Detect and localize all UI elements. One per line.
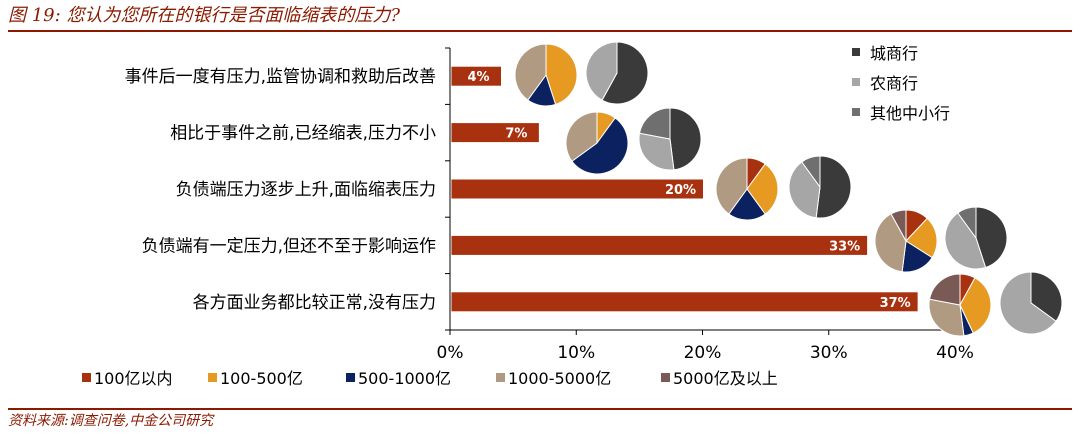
type-pie-slice: [801, 155, 821, 189]
legend-label: 其他中小行: [870, 104, 950, 123]
data-label: 33%: [829, 239, 860, 254]
category-label: 相比于事件之前,已经缩表,压力不小: [170, 124, 436, 144]
legend-label: 1000-5000亿: [508, 369, 611, 388]
category-label: 负债端压力逐步上升,面临缩表压力: [176, 180, 436, 200]
size-pie-slice: [959, 277, 992, 334]
type-pie-slice: [999, 271, 1057, 335]
x-tick-label: 10%: [557, 343, 595, 363]
size-pie-slice: [715, 157, 748, 215]
size-pie-slice: [928, 273, 961, 306]
legend-label: 城商行: [870, 44, 918, 63]
legend-swatch: [82, 373, 91, 382]
x-tick-label: 40%: [936, 343, 974, 363]
data-label: 20%: [665, 183, 696, 198]
x-tick-label: 30%: [810, 343, 848, 363]
legend-label: 农商行: [870, 74, 918, 93]
x-tick-label: 0%: [437, 343, 464, 363]
category-label: 事件后一度有压力,监管协调和救助后改善: [125, 67, 436, 87]
legend-label: 100-500亿: [220, 369, 303, 388]
size-pie-slice: [890, 209, 907, 242]
data-label: 4%: [467, 70, 489, 85]
legend-swatch: [852, 108, 860, 116]
type-pie-slice: [601, 41, 649, 105]
size-pie-slice: [571, 117, 629, 175]
legend-swatch: [852, 48, 860, 56]
size-pie-slice: [514, 43, 547, 101]
data-label: 7%: [505, 127, 527, 142]
legend-label: 5000亿及以上: [673, 369, 778, 388]
category-label: 负债端有一定压力,但还不至于影响运作: [142, 236, 436, 256]
size-pie-slice: [545, 43, 578, 106]
size-pie-slice: [928, 298, 965, 337]
type-pie-slice: [944, 212, 987, 270]
legend-swatch: [496, 373, 505, 382]
x-tick-label: 20%: [684, 343, 722, 363]
type-pie-slice: [1030, 271, 1063, 322]
type-pie-slice: [585, 41, 618, 101]
type-pie-slice: [638, 132, 675, 171]
type-pie-slice: [815, 155, 852, 219]
figure-source: 资料来源:调查问卷,中金公司研究: [8, 408, 1072, 432]
size-pie-slice: [565, 111, 598, 162]
size-pie-slice: [905, 217, 938, 259]
legend-swatch: [346, 373, 355, 382]
legend-swatch: [208, 373, 217, 382]
data-label: 37%: [880, 296, 911, 311]
bar: [450, 65, 502, 87]
legend-swatch: [852, 78, 860, 86]
category-label: 各方面业务都比较正常,没有压力: [193, 293, 436, 313]
bar: [450, 178, 704, 200]
figure-title: 图 19: 您认为您所在的银行是否面临缩表的压力?: [8, 4, 1072, 32]
size-pie-slice: [874, 213, 907, 273]
size-pie-slice: [746, 163, 779, 215]
legend-label: 100亿以内: [94, 369, 173, 388]
legend-label: 500-1000亿: [358, 369, 451, 388]
size-pie-slice: [728, 188, 766, 221]
bar: [450, 291, 919, 313]
type-pie-slice: [957, 206, 977, 240]
bar: [450, 234, 869, 256]
type-pie-slice: [669, 107, 702, 171]
legend-swatch: [661, 373, 670, 382]
type-pie-slice: [638, 107, 671, 140]
type-pie-slice: [975, 206, 1008, 269]
bar: [450, 122, 540, 144]
type-pie-slice: [788, 161, 821, 219]
